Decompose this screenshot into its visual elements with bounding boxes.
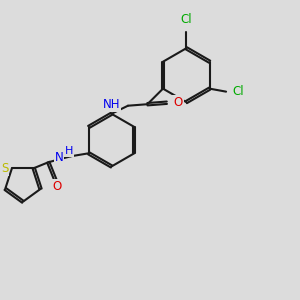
Text: O: O <box>173 96 183 109</box>
Text: H: H <box>65 146 74 156</box>
Text: S: S <box>1 162 8 175</box>
Text: Cl: Cl <box>233 85 244 98</box>
Text: N: N <box>55 151 63 164</box>
Text: NH: NH <box>103 98 121 111</box>
Text: Cl: Cl <box>181 13 192 26</box>
Text: O: O <box>52 180 62 193</box>
